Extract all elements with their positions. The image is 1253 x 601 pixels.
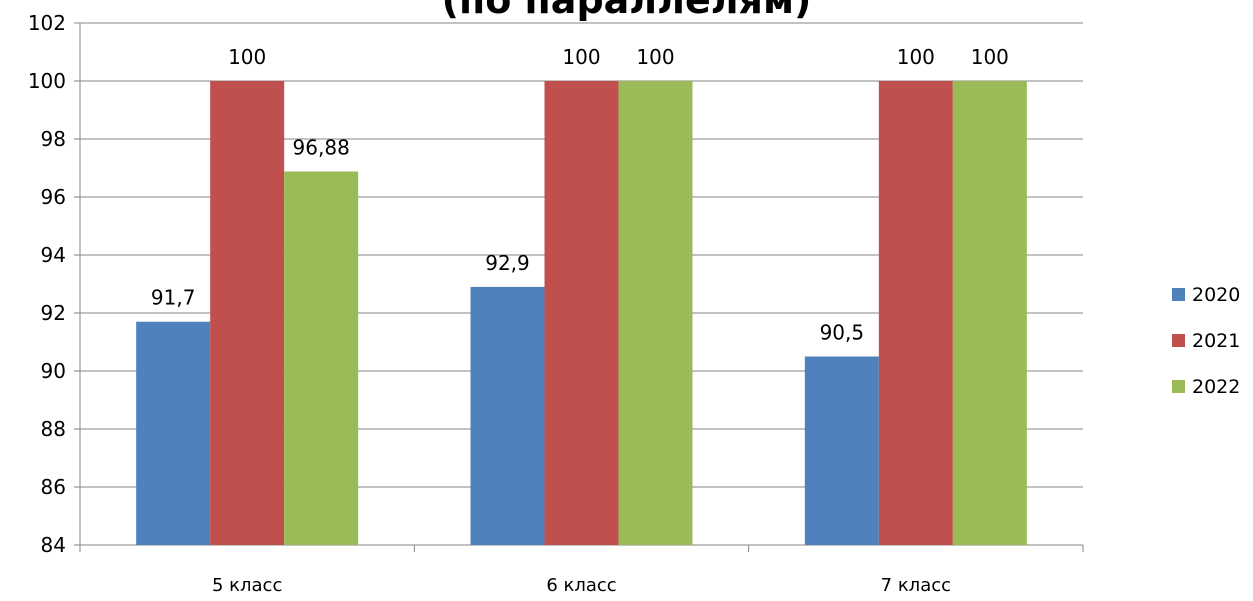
legend-swatch-2021 (1172, 334, 1185, 347)
legend-label: 2020 (1192, 284, 1240, 306)
legend-swatch-2022 (1172, 380, 1185, 393)
bar-2020-0 (136, 321, 211, 545)
bar-2020-1 (470, 286, 545, 545)
legend-label: 2021 (1192, 330, 1240, 352)
data-label: 91,7 (151, 286, 196, 310)
bar-2021-1 (544, 81, 619, 545)
y-tick-label: 84 (41, 533, 66, 557)
y-tick-label: 94 (41, 243, 66, 267)
data-label: 100 (228, 45, 266, 69)
y-tick-label: 86 (41, 475, 66, 499)
y-tick-label: 100 (28, 69, 66, 93)
data-label: 100 (562, 45, 600, 69)
bar-2022-2 (952, 81, 1027, 545)
legend-label: 2022 (1192, 376, 1240, 398)
bar-2020-2 (804, 356, 879, 545)
x-category-label: 7 класс (881, 575, 951, 596)
data-label: 96,88 (293, 135, 350, 159)
data-label: 100 (636, 45, 674, 69)
bar-2021-2 (878, 81, 953, 545)
bar-2022-0 (284, 171, 359, 546)
y-tick-label: 102 (28, 11, 66, 35)
data-label: 92,9 (485, 251, 530, 275)
bar-2022-1 (618, 81, 693, 545)
x-category-label: 5 класс (212, 575, 282, 596)
y-tick-label: 88 (41, 417, 66, 441)
y-tick-label: 96 (41, 185, 66, 209)
y-tick-label: 92 (41, 301, 66, 325)
data-label: 100 (897, 45, 935, 69)
data-label: 100 (971, 45, 1009, 69)
x-category-label: 6 класс (546, 575, 616, 596)
bar-2021-0 (210, 81, 285, 545)
data-label: 90,5 (820, 321, 865, 345)
y-tick-label: 90 (41, 359, 66, 383)
y-tick-label: 98 (41, 127, 66, 151)
chart-title: (по параллелям) (441, 0, 812, 22)
legend-swatch-2020 (1172, 288, 1185, 301)
